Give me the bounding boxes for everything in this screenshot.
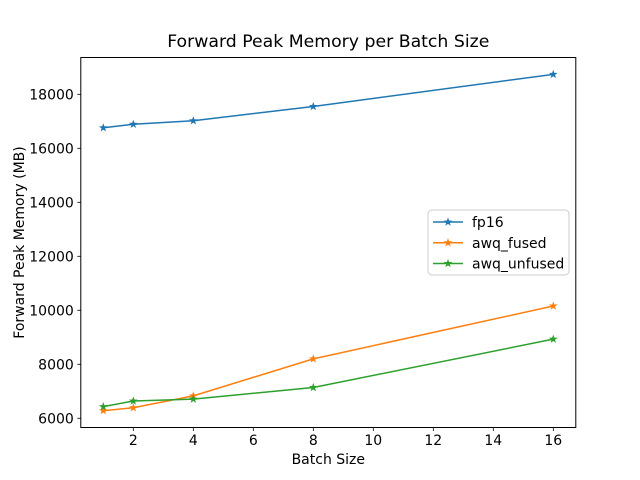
series-marker-fp16 <box>188 116 198 125</box>
series-marker-awq_fused <box>308 354 318 363</box>
legend-box <box>427 209 570 276</box>
x-tick-label: 8 <box>309 433 318 449</box>
x-tick-label: 12 <box>424 433 442 449</box>
legend-marker <box>443 217 453 226</box>
series-layer <box>98 69 558 415</box>
y-axis-label: Forward Peak Memory (MB) <box>12 146 28 338</box>
y-tick-label: 16000 <box>29 141 74 157</box>
chart-title: Forward Peak Memory per Batch Size <box>167 32 489 52</box>
legend-label-awq_fused: awq_fused <box>472 236 547 252</box>
legend-marker <box>443 258 453 268</box>
series-marker-awq_unfused <box>188 394 198 403</box>
y-tick-label: 6000 <box>38 411 74 427</box>
axes-spines <box>80 57 577 428</box>
x-axis-label: Batch Size <box>292 452 365 468</box>
x-tick-label: 6 <box>249 433 258 449</box>
legend: fp16 awq_fused awq_unfused <box>427 209 570 276</box>
x-tick-label: 2 <box>129 433 138 449</box>
series-marker-awq_unfused <box>128 396 138 405</box>
ticks-layer: 2 4 6 8 10 12 14 16 6000 8000 10000 12000 14000 16000… <box>29 87 562 449</box>
series-marker-awq_fused <box>98 406 108 415</box>
y-tick-label: 18000 <box>29 87 74 103</box>
x-tick-label: 14 <box>484 433 502 449</box>
series-marker-awq_unfused <box>308 382 318 392</box>
y-tick-label: 12000 <box>29 249 74 265</box>
x-tick-label: 16 <box>544 433 562 449</box>
legend-marker <box>443 238 453 247</box>
series-marker-awq_fused <box>548 301 558 310</box>
x-tick-label: 10 <box>364 433 382 449</box>
series-marker-awq_unfused <box>98 402 108 411</box>
series-marker-fp16 <box>548 69 558 79</box>
series-marker-fp16 <box>308 101 318 111</box>
y-tick-label: 8000 <box>38 357 74 373</box>
series-marker-fp16 <box>98 123 108 132</box>
series-marker-awq_unfused <box>548 334 558 343</box>
series-marker-fp16 <box>128 119 138 129</box>
y-tick-label: 10000 <box>29 303 74 319</box>
x-tick-label: 4 <box>189 433 198 449</box>
legend-label-awq_unfused: awq_unfused <box>472 257 564 273</box>
y-tick-label: 14000 <box>29 195 74 211</box>
legend-label-fp16: fp16 <box>472 215 504 231</box>
series-marker-awq_fused <box>128 403 138 412</box>
